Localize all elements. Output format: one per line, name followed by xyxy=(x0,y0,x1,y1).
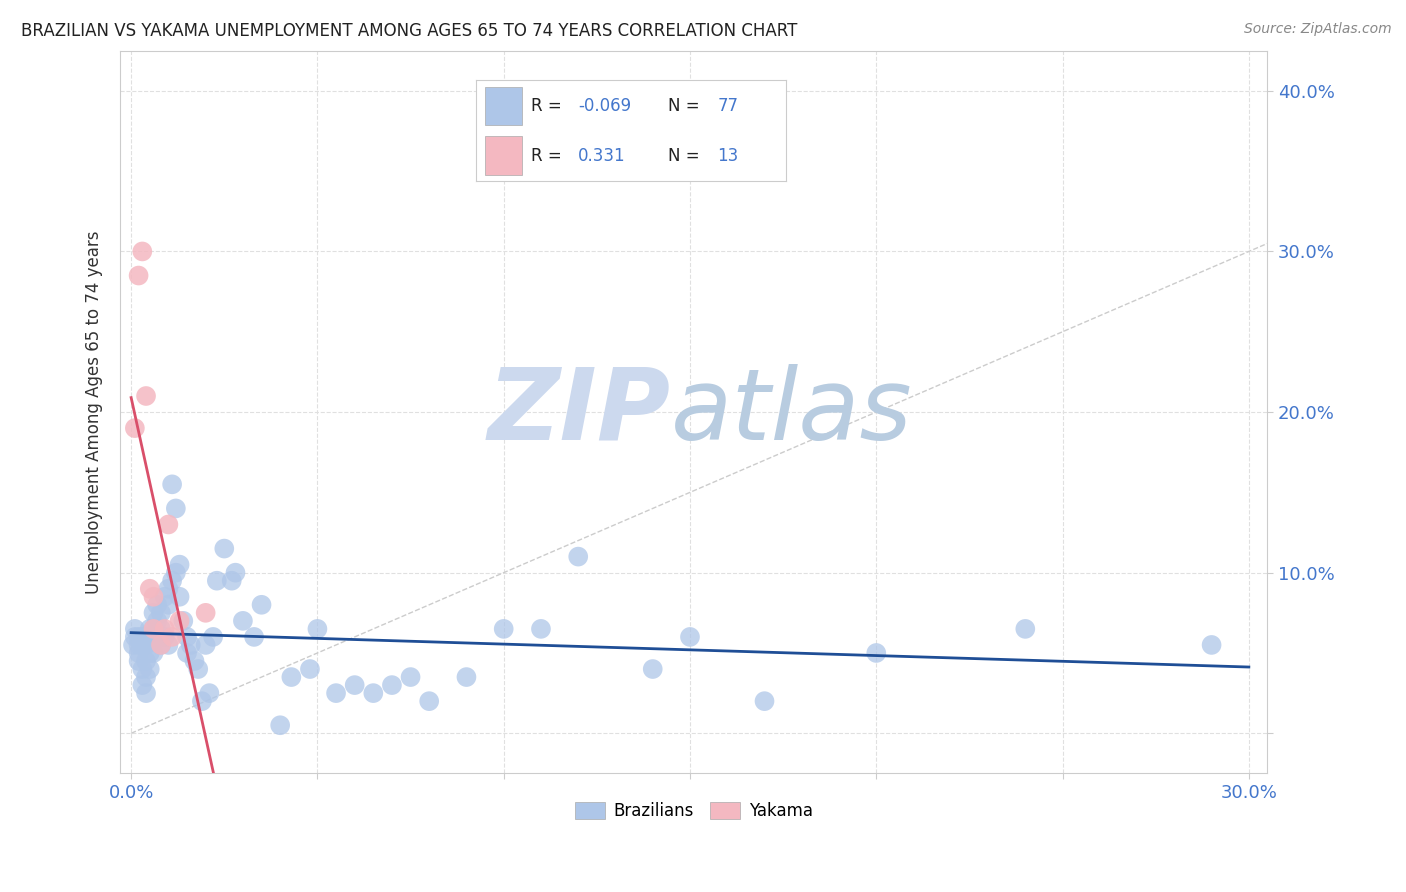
Point xyxy=(153,630,176,644)
Point xyxy=(214,541,236,556)
Text: ZIP: ZIP xyxy=(488,364,671,460)
Point xyxy=(865,646,887,660)
Point xyxy=(135,638,157,652)
Point xyxy=(456,670,478,684)
Point xyxy=(135,630,157,644)
Point xyxy=(381,678,404,692)
Point xyxy=(399,670,422,684)
Point xyxy=(153,622,176,636)
Point xyxy=(307,622,329,636)
Point xyxy=(131,662,153,676)
Text: atlas: atlas xyxy=(671,364,912,460)
Point xyxy=(418,694,440,708)
Point xyxy=(128,646,150,660)
Point xyxy=(153,590,176,604)
Point xyxy=(183,654,205,668)
Point xyxy=(169,614,191,628)
Text: Source: ZipAtlas.com: Source: ZipAtlas.com xyxy=(1244,22,1392,37)
Point xyxy=(146,598,169,612)
Point xyxy=(1201,638,1223,652)
Point xyxy=(142,622,165,636)
Point xyxy=(169,558,191,572)
Point xyxy=(139,582,162,596)
Point xyxy=(139,662,162,676)
Point xyxy=(124,421,146,435)
Point xyxy=(135,686,157,700)
Point xyxy=(149,606,172,620)
Point xyxy=(202,630,225,644)
Point xyxy=(232,614,254,628)
Point xyxy=(187,662,209,676)
Point xyxy=(224,566,246,580)
Point xyxy=(157,638,180,652)
Point xyxy=(157,517,180,532)
Point xyxy=(194,638,217,652)
Y-axis label: Unemployment Among Ages 65 to 74 years: Unemployment Among Ages 65 to 74 years xyxy=(86,230,103,594)
Point xyxy=(343,678,366,692)
Point xyxy=(142,646,165,660)
Point xyxy=(142,622,165,636)
Point xyxy=(135,654,157,668)
Point xyxy=(146,614,169,628)
Point xyxy=(243,630,266,644)
Point xyxy=(165,501,187,516)
Text: BRAZILIAN VS YAKAMA UNEMPLOYMENT AMONG AGES 65 TO 74 YEARS CORRELATION CHART: BRAZILIAN VS YAKAMA UNEMPLOYMENT AMONG A… xyxy=(21,22,797,40)
Point xyxy=(124,622,146,636)
Point xyxy=(157,598,180,612)
Point xyxy=(194,606,217,620)
Point xyxy=(165,566,187,580)
Point xyxy=(160,574,183,588)
Point xyxy=(131,638,153,652)
Point xyxy=(492,622,515,636)
Point xyxy=(567,549,589,564)
Point xyxy=(142,606,165,620)
Point xyxy=(1014,622,1036,636)
Point xyxy=(149,638,172,652)
Point xyxy=(169,590,191,604)
Point xyxy=(146,630,169,644)
Point xyxy=(172,614,194,628)
Point xyxy=(131,630,153,644)
Point xyxy=(641,662,664,676)
Point xyxy=(298,662,321,676)
Point xyxy=(363,686,385,700)
Point xyxy=(221,574,243,588)
Point xyxy=(180,638,202,652)
Point xyxy=(135,389,157,403)
Point xyxy=(139,646,162,660)
Point xyxy=(149,638,172,652)
Point xyxy=(198,686,221,700)
Point xyxy=(128,630,150,644)
Point xyxy=(135,670,157,684)
Point xyxy=(530,622,553,636)
Point xyxy=(679,630,702,644)
Legend: Brazilians, Yakama: Brazilians, Yakama xyxy=(568,795,820,827)
Point xyxy=(149,622,172,636)
Point xyxy=(176,630,198,644)
Point xyxy=(205,574,228,588)
Point xyxy=(139,622,162,636)
Point xyxy=(176,646,198,660)
Point xyxy=(157,582,180,596)
Point xyxy=(325,686,347,700)
Point xyxy=(269,718,291,732)
Point xyxy=(131,244,153,259)
Point xyxy=(142,590,165,604)
Point xyxy=(131,678,153,692)
Point xyxy=(250,598,273,612)
Point xyxy=(280,670,302,684)
Point xyxy=(754,694,776,708)
Point xyxy=(139,633,162,648)
Point xyxy=(191,694,214,708)
Point xyxy=(160,630,183,644)
Point xyxy=(128,268,150,283)
Point xyxy=(160,477,183,491)
Point xyxy=(124,630,146,644)
Point xyxy=(122,638,145,652)
Point xyxy=(128,638,150,652)
Point xyxy=(128,654,150,668)
